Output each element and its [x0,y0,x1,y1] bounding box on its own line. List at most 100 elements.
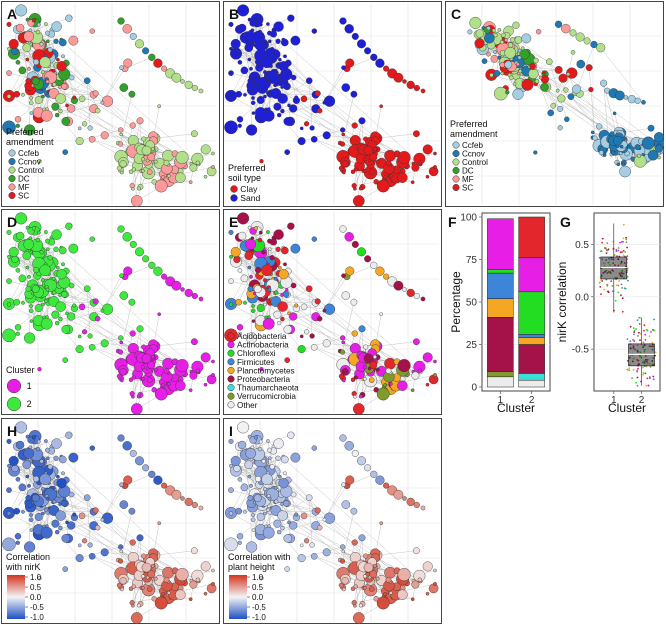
network-node [184,288,193,298]
network-node [353,186,357,191]
network-node [569,29,577,37]
network-node [78,303,86,311]
jitter-point [625,236,627,239]
network-node [35,29,41,35]
y-tick-label: 0.0 [575,292,589,303]
network-node [15,477,21,482]
network-node [303,538,310,544]
network-node [146,586,153,592]
network-node [297,345,306,354]
network-node [100,308,105,313]
network-node [141,553,147,559]
network-node [131,584,136,589]
network-node [94,107,101,114]
jitter-point [598,281,601,284]
network-node [256,95,265,104]
color-scale-bar-i [229,575,247,619]
network-node [561,23,571,34]
network-node [59,455,67,464]
network-node [266,439,270,443]
network-node [51,276,56,281]
network-node [277,320,282,326]
jitter-point [645,384,648,387]
network-node [44,508,48,513]
color-scale-tick-label: 0.5 [252,583,264,592]
network-node [32,266,40,274]
network-node [7,46,11,51]
network-node [259,367,264,372]
network-node [157,521,161,525]
panel-letter-d: D [7,214,17,230]
network-e: E AcidobacteriaActinobacteriaChloroflexi… [223,209,442,415]
network-node [500,71,505,76]
network-node [311,236,318,242]
network-node [6,487,12,493]
jitter-point [651,348,654,351]
jitter-point [607,248,610,251]
jitter-point [650,331,652,333]
network-node [117,17,125,25]
network-node [51,310,60,319]
network-edge [79,129,121,142]
network-node [284,149,290,155]
network-node [273,276,278,281]
network-node [27,274,31,279]
network-node [230,38,241,49]
network-node [136,186,141,191]
network-node [469,16,482,29]
network-node [352,612,365,624]
network-node [362,365,367,370]
y-tick-label: 25 [466,340,478,351]
jitter-point [643,350,646,353]
network-node [180,287,185,292]
network-node [263,302,267,307]
network-node [339,558,346,564]
network-node [592,135,598,141]
y-axis-label-g: nirK correlation [556,262,569,343]
network-node [413,292,420,300]
network-node [490,55,499,63]
network-node [21,510,25,514]
panel-letter-c: C [451,6,461,22]
legend-label: Proteobacteria [237,375,291,384]
network-node [237,331,242,336]
network-node [283,291,290,298]
network-node [51,102,60,111]
jitter-point [612,262,614,265]
network-node [497,27,502,32]
network-edge [132,389,155,394]
network-edge [314,139,360,167]
color-scale-tick-label: -0.5 [252,603,266,612]
legend-title-h-1: Correlation [6,552,50,562]
jitter-point [603,262,605,265]
network-edge [376,133,417,139]
network-node [175,568,189,582]
network-node [157,312,161,316]
legend-swatch [230,194,238,202]
network-node [37,367,42,372]
network-node [28,100,34,106]
network-node [47,47,53,53]
network-node [299,543,304,548]
network-node [55,510,66,521]
network-node [8,246,19,257]
network-node [341,132,345,137]
jitter-point [607,261,610,264]
network-node [68,282,75,289]
network-node [583,37,591,45]
network-node [283,117,293,126]
nodes-h [2,421,217,624]
network-node [25,286,32,292]
network-node [235,298,243,306]
network-node [277,301,288,312]
network-node [356,39,366,49]
jitter-point [646,335,648,337]
network-node [45,30,50,36]
jitter-point [606,242,609,244]
network-node [290,452,301,463]
jitter-point [629,340,632,342]
